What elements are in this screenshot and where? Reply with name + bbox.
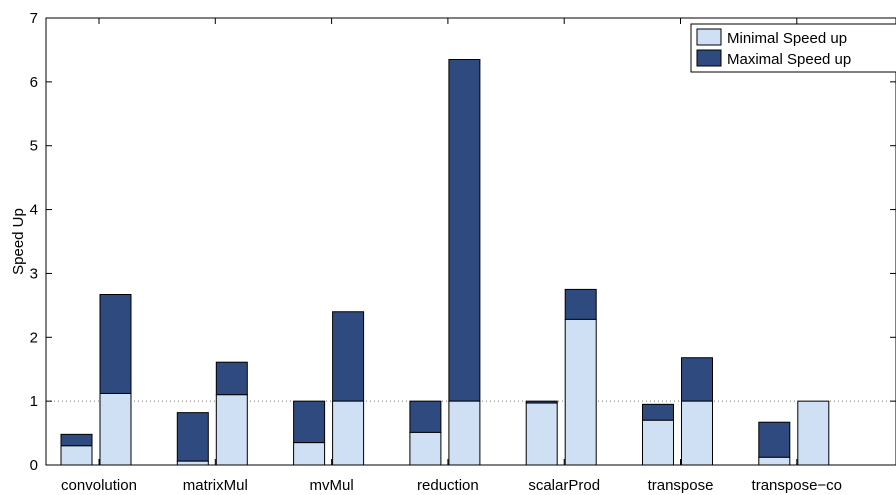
legend-label: Maximal Speed up [727, 51, 851, 68]
x-tick-label: convolution [61, 477, 137, 494]
bar-minimal-4-1 [564, 318, 597, 466]
y-tick-label: 5 [30, 138, 38, 155]
bar-minimal-4-0 [525, 402, 558, 466]
bar-minimal-2-1 [332, 400, 365, 466]
y-tick-label: 0 [30, 457, 38, 474]
y-tick-labels: 0 1 2 3 4 5 6 7 [30, 10, 38, 474]
bar-maximal-0-1 [99, 294, 132, 394]
legend-box [690, 23, 896, 73]
bar-minimal-0-0 [60, 445, 93, 466]
bar-minimal-1-1 [215, 394, 248, 466]
bar-maximal-2-0 [293, 400, 326, 444]
bar-minimal-2-0 [293, 442, 326, 466]
bar-maximal-3-0 [409, 400, 442, 433]
y-axis-title: Speed Up [10, 208, 27, 275]
bars-layer [60, 59, 830, 466]
bar-minimal-1-0 [176, 460, 209, 466]
bar-maximal-4-1 [564, 288, 597, 320]
legend-swatch [696, 49, 722, 67]
bar-maximal-6-0 [758, 421, 791, 458]
x-tick-label: reduction [417, 477, 479, 494]
bar-minimal-5-1 [681, 400, 713, 466]
x-tick-labels: convolution matrixMul mvMul reduction scalar… [61, 477, 842, 494]
bar-maximal-1-0 [176, 412, 209, 462]
legend-label: Minimal Speed up [727, 30, 847, 47]
bar-minimal-6-0 [758, 456, 791, 466]
bar-maximal-3-1 [448, 59, 481, 402]
bar-minimal-5-0 [642, 419, 674, 466]
x-tick-label: matrixMul [183, 477, 248, 494]
y-tick-label: 1 [30, 393, 38, 410]
legend: Minimal Speed up Maximal Speed up [690, 23, 896, 73]
bar-minimal-3-1 [448, 400, 481, 466]
x-tick-label: scalarProd [528, 477, 600, 494]
x-tick-label: transpose [648, 477, 714, 494]
x-tick-label: transpose−co [752, 477, 842, 494]
legend-swatch [696, 28, 722, 46]
plot-frame [45, 17, 896, 466]
axis-ticks [46, 17, 896, 466]
bar-maximal-5-0 [642, 403, 674, 421]
bar-maximal-5-1 [681, 357, 713, 402]
bar-maximal-1-1 [215, 361, 248, 396]
bar-minimal-6-1 [797, 400, 830, 466]
bar-maximal-2-1 [332, 311, 365, 402]
y-tick-label: 6 [30, 74, 38, 91]
bar-maximal-0-0 [60, 433, 93, 447]
y-tick-label: 2 [30, 329, 38, 346]
y-tick-label: 7 [30, 10, 38, 27]
y-tick-label: 4 [30, 202, 38, 219]
bar-minimal-3-0 [409, 431, 442, 466]
x-tick-label: mvMul [310, 477, 354, 494]
y-tick-label: 3 [30, 265, 38, 282]
bar-minimal-0-1 [99, 392, 132, 466]
